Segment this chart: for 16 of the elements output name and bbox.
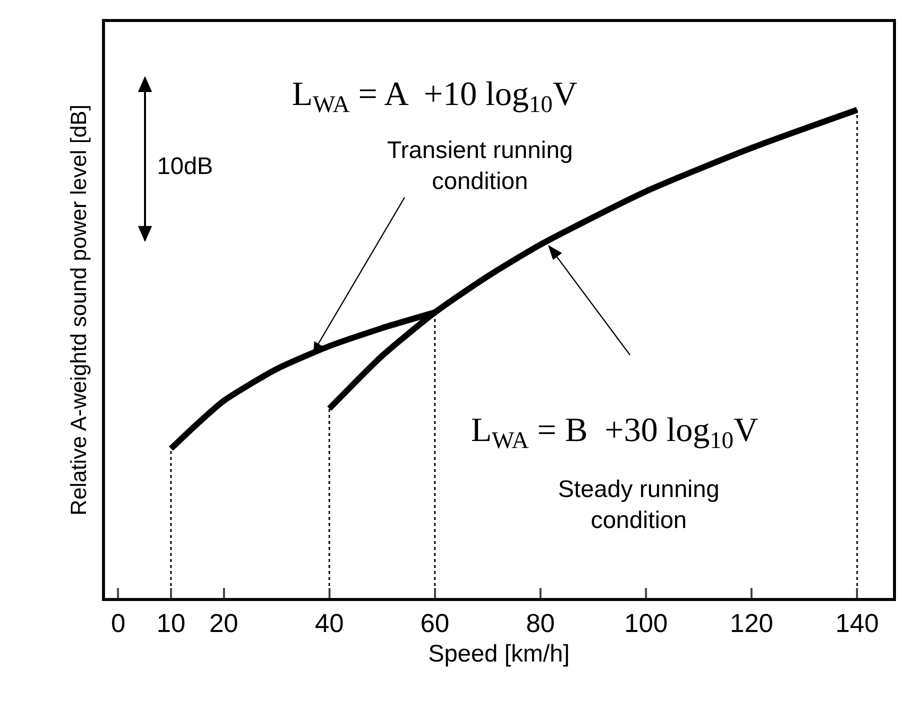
x-axis-title: Speed [km/h] [428,640,570,668]
annotation: L$_{WA}$ = B +30 log$_{10}$V [471,412,759,454]
x-tick-label: 120 [730,608,774,638]
x-tick-label: 140 [835,608,879,638]
x-tick-label: 80 [526,608,555,638]
y-axis-title: Relative A-weightd sound power level [dB] [66,104,91,516]
x-tick-label: 20 [209,608,238,638]
annotation: Transient running condition [387,137,573,196]
x-tick-label: 10 [156,608,186,638]
annotation: Steady running condition [558,476,720,534]
x-tick-label: 0 [110,608,126,638]
x-tick-label: 100 [624,608,668,638]
annotation: 10dB [157,153,214,180]
x-tick-label: 60 [420,608,450,638]
x-tick-label: 40 [314,608,344,638]
annotation: L$_{WA}$ = A +10 log$_{10}$V [292,76,578,118]
